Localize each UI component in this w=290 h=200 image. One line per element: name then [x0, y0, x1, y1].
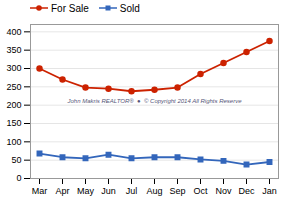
svg-text:400: 400 — [6, 27, 21, 37]
svg-text:350: 350 — [6, 45, 21, 55]
svg-text:Jul: Jul — [126, 186, 138, 196]
svg-text:Dec: Dec — [238, 186, 255, 196]
svg-text:Mar: Mar — [32, 186, 48, 196]
svg-text:Jan: Jan — [262, 186, 277, 196]
svg-text:250: 250 — [6, 82, 21, 92]
svg-text:50: 50 — [11, 155, 21, 165]
svg-text:Aug: Aug — [146, 186, 162, 196]
svg-text:Nov: Nov — [215, 186, 232, 196]
html-text:Sold: Sold — [119, 2, 140, 14]
svg-text:100: 100 — [6, 137, 21, 147]
svg-text:Sep: Sep — [169, 186, 185, 196]
svg-text:150: 150 — [6, 118, 21, 128]
svg-text:200: 200 — [6, 100, 21, 110]
svg-text:Apr: Apr — [55, 186, 69, 196]
svg-text:May: May — [77, 186, 95, 196]
svg-text:Jun: Jun — [101, 186, 116, 196]
svg-text:Oct: Oct — [193, 186, 208, 196]
svg-text:0: 0 — [16, 173, 21, 183]
html-text:For Sale: For Sale — [51, 2, 89, 14]
svg-text:300: 300 — [6, 63, 21, 73]
svg-text:John Makris REALTOR® ● © Cop: John Makris REALTOR® ● © Copyright 2014 … — [66, 98, 242, 104]
